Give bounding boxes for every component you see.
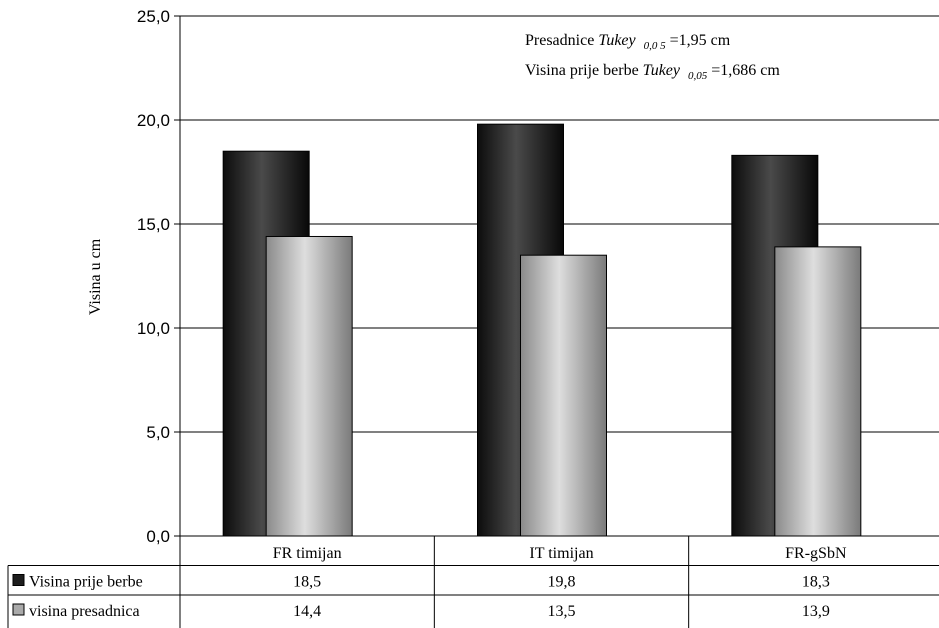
x-category-label: FR timijan: [273, 545, 342, 562]
data-value-label: 18,3: [802, 574, 830, 591]
legend-swatch: [12, 603, 25, 616]
y-tick-label: 25,0: [137, 7, 170, 26]
data-value-label: 18,5: [293, 574, 321, 591]
legend-swatch: [12, 574, 25, 586]
data-value-label: 13,9: [802, 603, 830, 620]
annotation-box: Presadnice Tukey 0,0 5 =1,95 cm Visina pr…: [525, 32, 780, 82]
y-tick-label: 0,0: [146, 527, 170, 546]
data-value-label: 14,4: [293, 603, 321, 620]
y-axis-ticks: 0,0 5,0 10,0 15,0 20,0 25,0: [137, 7, 170, 546]
y-tick-label: 10,0: [137, 319, 170, 338]
legend-label: Visina prije berbe: [29, 574, 143, 591]
x-category-label: IT timijan: [529, 545, 593, 562]
y-tick-label: 20,0: [137, 111, 170, 130]
data-table: FR timijan IT timijan FR-gSbN Visina prije …: [7, 535, 939, 628]
y-axis-label: Visina u cm: [87, 238, 104, 315]
y-tick-label: 5,0: [146, 423, 170, 442]
bar: [774, 246, 862, 537]
y-tick-label: 15,0: [137, 215, 170, 234]
x-category-label: FR-gSbN: [785, 545, 847, 562]
data-value-label: 13,5: [548, 603, 576, 620]
annotation-line-2: Visina prije berbe Tukey 0,05 =1,686 cm: [525, 62, 780, 82]
annotation-line-1: Presadnice Tukey 0,0 5 =1,95 cm: [525, 32, 731, 52]
data-value-label: 19,8: [548, 574, 576, 591]
bar: [520, 254, 607, 537]
bar: [265, 235, 353, 537]
legend-label: visina presadnica: [29, 603, 140, 620]
bars: [222, 123, 862, 537]
